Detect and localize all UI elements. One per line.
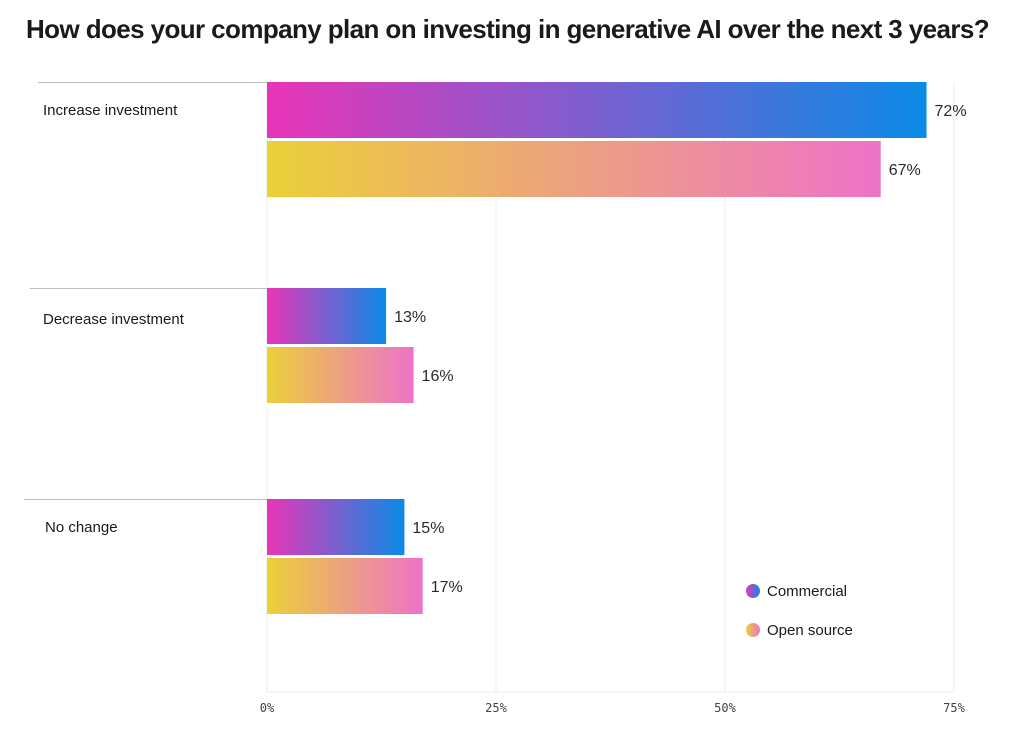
- legend: Commercial Open source: [746, 583, 853, 639]
- bar-open-source-decrease-investment: [267, 347, 414, 403]
- value-label: 13%: [394, 309, 426, 326]
- value-label: 17%: [431, 579, 463, 596]
- x-tick-label: 25%: [485, 701, 507, 715]
- category-label-no-change: No change: [45, 519, 118, 536]
- category-label-increase-investment: Increase investment: [43, 102, 178, 119]
- chart-title: How does your company plan on investing …: [26, 14, 990, 44]
- value-label: 15%: [412, 520, 444, 537]
- legend-swatch-open-source: [746, 623, 760, 637]
- bar-commercial-decrease-investment: [267, 288, 387, 344]
- bar-open-source-no-change: [267, 558, 423, 614]
- x-tick-label: 75%: [943, 701, 965, 715]
- bar-commercial-no-change: [267, 499, 405, 555]
- x-tick-label: 0%: [260, 701, 275, 715]
- bar-open-source-increase-investment: [267, 141, 881, 197]
- category-label-decrease-investment: Decrease investment: [43, 311, 185, 328]
- value-label: 16%: [422, 368, 454, 385]
- category-separators: [24, 82, 267, 500]
- bars: [267, 82, 927, 614]
- legend-swatch-commercial: [746, 584, 760, 598]
- value-label: 72%: [935, 103, 967, 120]
- legend-label-open-source: Open source: [767, 622, 853, 639]
- x-axis-ticks: 0% 25% 50% 75%: [260, 701, 966, 715]
- x-tick-label: 50%: [714, 701, 736, 715]
- value-label: 67%: [889, 162, 921, 179]
- legend-label-commercial: Commercial: [767, 583, 847, 600]
- bar-commercial-increase-investment: [267, 82, 927, 138]
- labels: Increase investment 72% 67% Decrease invest…: [43, 102, 967, 596]
